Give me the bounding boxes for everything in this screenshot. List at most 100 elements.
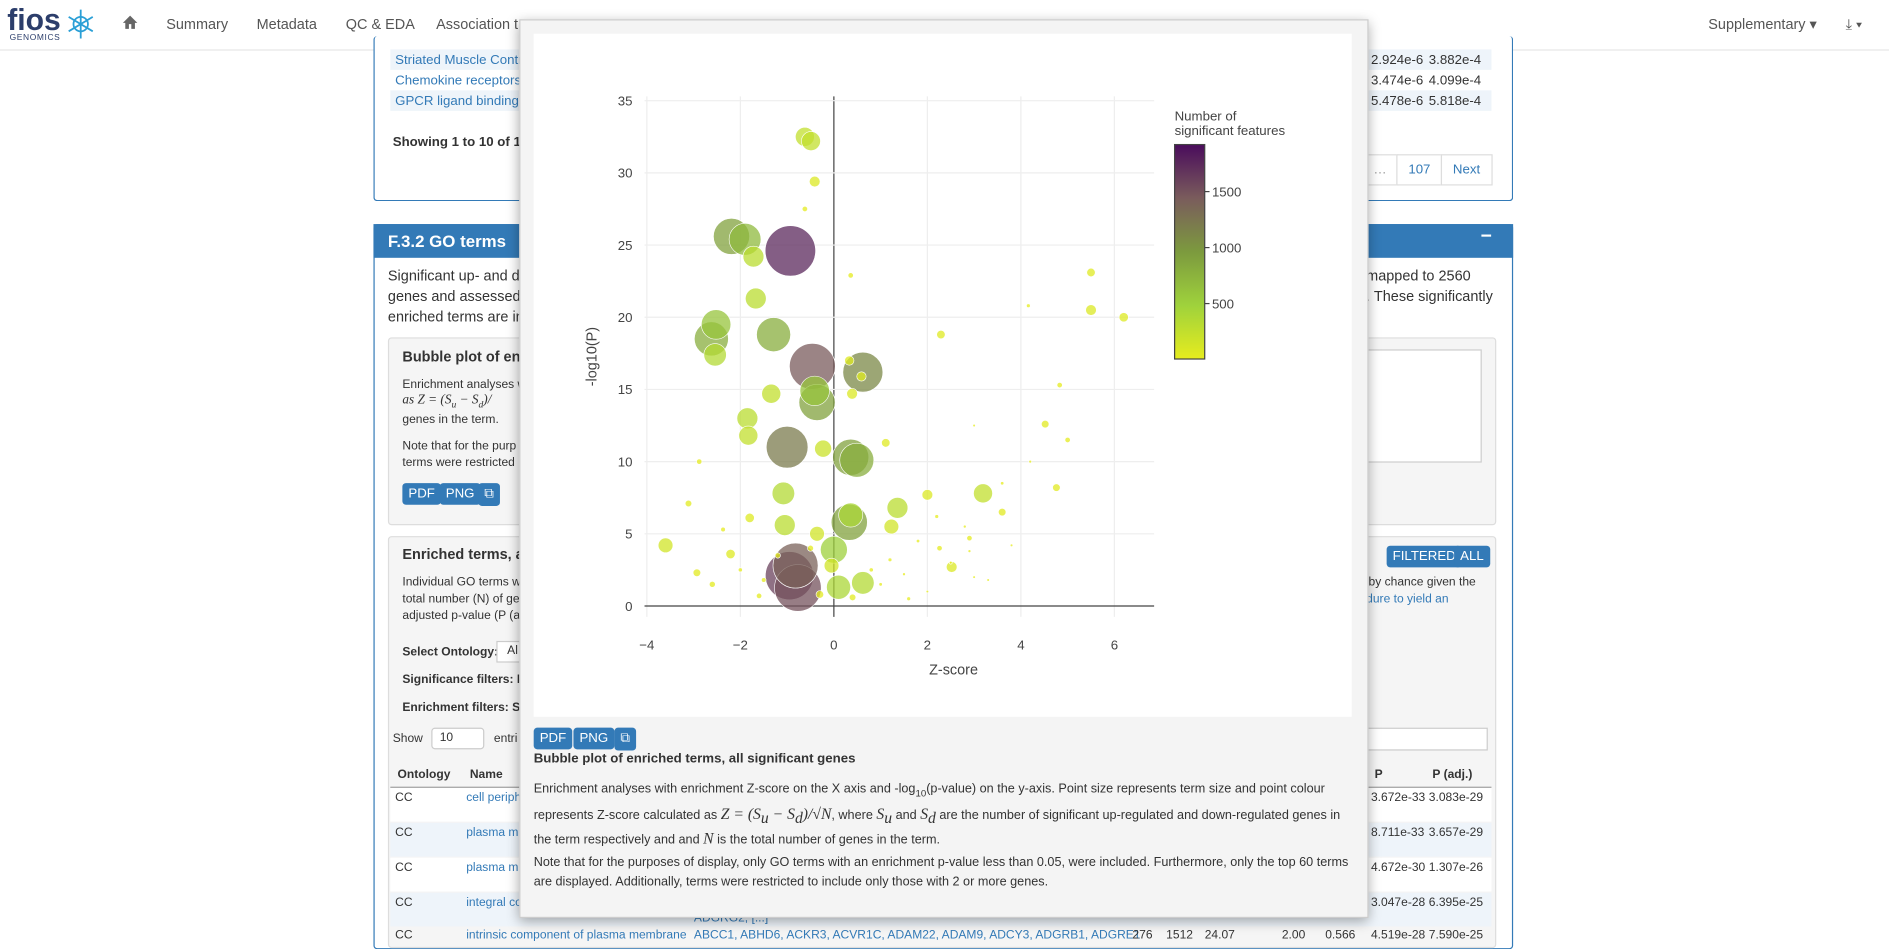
y-tick-label: 0 (625, 599, 632, 614)
column-header[interactable]: Name (469, 768, 503, 782)
bubble (761, 383, 782, 404)
bubble (774, 552, 781, 559)
bubble (1118, 312, 1129, 323)
pdf-button[interactable]: PDF (533, 727, 573, 750)
panel-title: F.3.2 GO terms (387, 231, 507, 251)
p-value: 5.478e-6 (1370, 93, 1424, 109)
bubble (921, 489, 934, 501)
y-axis-title: -log10(P) (584, 327, 600, 386)
y-tick-label: 10 (618, 454, 633, 469)
column-header[interactable]: P (1374, 768, 1383, 782)
bubble (801, 131, 821, 151)
intro-text: s. These significantly (1358, 287, 1493, 305)
column-header[interactable]: Ontology (397, 768, 451, 782)
bubble (801, 205, 808, 212)
ontology: CC (395, 826, 413, 840)
png-button[interactable]: PNG (439, 483, 481, 505)
bubble (973, 483, 993, 504)
subpanel-text: by chance given the (1368, 575, 1476, 590)
bubble (823, 557, 840, 574)
cell: 4.519e-28 (1370, 928, 1426, 943)
nav-item[interactable]: Association t (436, 15, 519, 33)
math: d (928, 808, 936, 827)
collapse-button[interactable]: − (1480, 226, 1492, 247)
bubble (1000, 481, 1005, 486)
cell: 7.590e-25 (1428, 928, 1484, 943)
pathway-name[interactable]: Striated Muscle Contrac (395, 53, 537, 68)
logo-sub: GENOMICS (9, 33, 61, 43)
intro-text: Significant up- and do (387, 267, 528, 285)
pathway-name[interactable]: GPCR ligand binding (395, 93, 519, 109)
bubble (906, 596, 911, 601)
term-name[interactable]: integral co (466, 896, 522, 910)
bubble (761, 577, 767, 583)
colorbar (1173, 143, 1206, 360)
subpanel-text: genes in the term. (402, 413, 499, 427)
bubble (1085, 304, 1097, 316)
subpanel-title: Bubble plot of enric (402, 348, 539, 366)
column-header[interactable]: P (adj.) (1432, 768, 1473, 782)
all-button[interactable]: ALL (1454, 545, 1490, 568)
y-tick-label: 20 (618, 310, 633, 325)
text: and (892, 808, 921, 823)
term-name[interactable]: intrinsic component of plasma membrane (466, 928, 687, 943)
y-tick-label: 35 (618, 94, 633, 109)
bubble (936, 545, 943, 552)
p-adj: 1.307e-26 (1428, 861, 1484, 875)
pdf-button[interactable]: PDF (402, 483, 441, 505)
nav-dropdown[interactable]: Supplementary ▾ (1708, 15, 1817, 33)
bubble (703, 343, 727, 367)
intro-text: mapped to 2560 (1366, 267, 1471, 285)
bubble (736, 407, 759, 430)
p-adj: 4.099e-4 (1428, 73, 1482, 88)
open-button[interactable]: ⧉ (614, 727, 636, 751)
filtered-button[interactable]: FILTERED (1386, 545, 1462, 568)
math: d (794, 808, 803, 827)
bubble (1041, 419, 1050, 429)
p-value: 8.711e-33 (1370, 826, 1425, 840)
download-menu[interactable]: ⤓ ▾ (1845, 15, 1863, 33)
term-name[interactable]: plasma m (466, 826, 519, 840)
bubble (765, 426, 809, 469)
p-value: 3.047e-28 (1370, 896, 1426, 910)
x-tick-label: 2 (924, 637, 931, 652)
p-value: 3.474e-6 (1370, 73, 1424, 88)
gene-list[interactable]: ABCC1, ABHD6, ACKR3, ACVR1C, ADAM22, ADA… (693, 928, 1141, 943)
page-button[interactable]: Next (1440, 154, 1493, 186)
nav-item[interactable]: QC & EDA (345, 15, 415, 33)
x-tick-label: 6 (1111, 637, 1118, 652)
entries-select[interactable]: 10 (431, 727, 485, 750)
cell: 1512 (1166, 928, 1193, 943)
logo[interactable]: fios (7, 3, 61, 38)
png-button[interactable]: PNG (573, 727, 615, 750)
subpanel-text: Individual GO terms w (402, 575, 521, 590)
subpanel-text: Enrichment analyses w (402, 378, 527, 392)
x-tick-label: 0 (830, 637, 837, 652)
subpanel-math: as Z = (Su − Sd)/ (402, 393, 491, 410)
bubble (774, 514, 796, 536)
pathway-name[interactable]: Chemokine receptors b (395, 73, 533, 88)
intro-text: enriched terms are in (387, 308, 524, 326)
plot-thumbnail[interactable] (1361, 349, 1482, 463)
cell: 24.07 (1204, 928, 1235, 943)
home-icon[interactable] (122, 14, 139, 30)
ontology: CC (395, 928, 413, 943)
bubble (878, 582, 883, 587)
x-axis-title: Z-score (929, 663, 978, 679)
nav-item[interactable]: Metadata (256, 15, 317, 33)
bubble (709, 581, 716, 588)
open-button[interactable]: ⧉ (478, 483, 500, 506)
nav-item[interactable]: Summary (166, 15, 229, 33)
entries-label: entri (493, 732, 518, 746)
bubble (972, 575, 976, 579)
page-button[interactable]: 107 (1396, 154, 1443, 186)
subpanel-link[interactable]: dure to yield an (1366, 592, 1449, 606)
term-name[interactable]: cell periph (466, 791, 522, 805)
term-name[interactable]: plasma m (466, 861, 519, 875)
p-adj: 3.083e-29 (1428, 791, 1484, 805)
bubble (846, 388, 858, 400)
bubble (809, 526, 825, 542)
search-input[interactable] (1361, 727, 1488, 751)
colorbar-tick-label: 500 (1212, 296, 1234, 311)
